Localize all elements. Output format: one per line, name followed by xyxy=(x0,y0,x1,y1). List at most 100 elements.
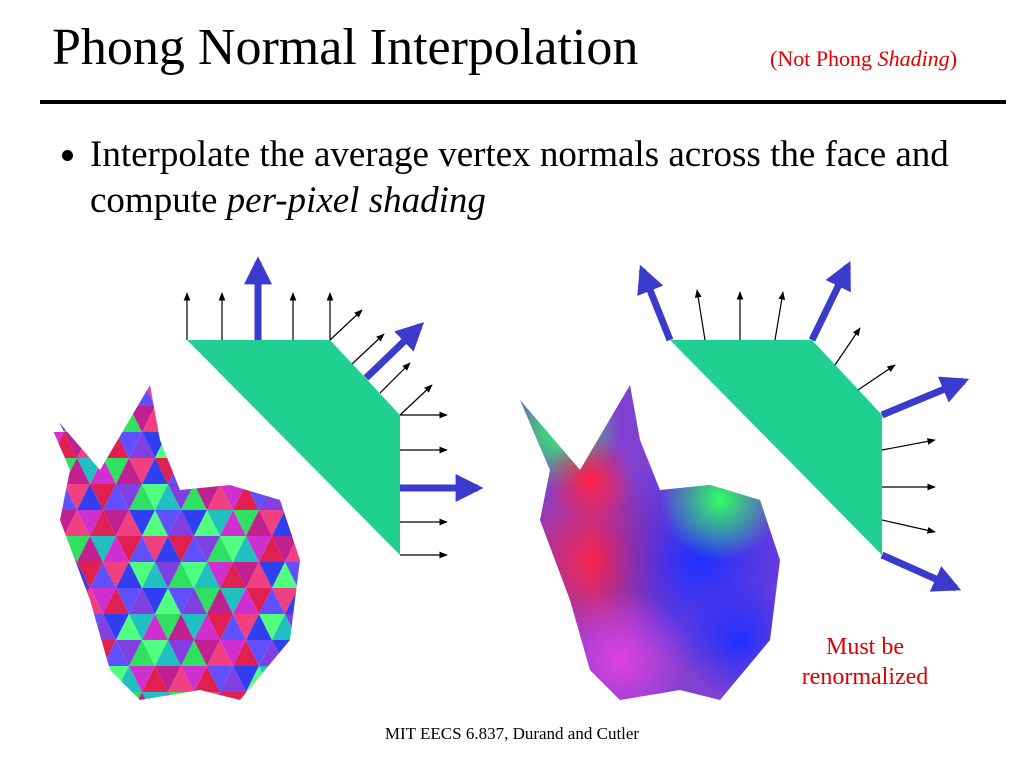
facet xyxy=(298,484,300,510)
facet xyxy=(246,510,272,536)
facet xyxy=(194,385,220,406)
facet xyxy=(259,510,285,536)
facet xyxy=(298,510,300,536)
facet xyxy=(311,536,337,562)
facet xyxy=(311,484,337,510)
facet xyxy=(168,510,194,536)
facet xyxy=(51,614,77,640)
bullet-emphasis: per-pixel shading xyxy=(226,180,486,221)
facet xyxy=(90,692,116,700)
facet xyxy=(207,510,233,536)
facet xyxy=(194,588,220,614)
facet xyxy=(129,432,155,458)
facet xyxy=(337,536,363,562)
facet xyxy=(285,640,300,666)
facet xyxy=(90,385,116,406)
facet xyxy=(40,588,64,614)
facet xyxy=(181,406,207,432)
facet xyxy=(207,406,233,432)
bullet-list: Interpolate the average vertex normals a… xyxy=(50,132,970,224)
facet xyxy=(103,562,129,588)
facet xyxy=(194,614,220,640)
facet xyxy=(40,536,64,562)
facet xyxy=(116,484,142,510)
facet xyxy=(64,588,90,614)
facet xyxy=(51,666,77,692)
facet xyxy=(324,640,350,666)
subtitle-suffix: ) xyxy=(949,46,958,71)
facet xyxy=(90,562,116,588)
facet xyxy=(116,614,142,640)
facet xyxy=(51,692,77,700)
facet xyxy=(220,458,246,484)
facet xyxy=(298,614,300,640)
facet xyxy=(207,385,233,406)
facet xyxy=(90,484,116,510)
facet xyxy=(272,458,298,484)
facet xyxy=(259,588,285,614)
facet xyxy=(259,458,285,484)
facet xyxy=(259,666,285,692)
facet xyxy=(272,692,298,700)
facet xyxy=(168,640,194,666)
facet xyxy=(155,536,181,562)
facet xyxy=(129,640,155,666)
facet xyxy=(142,458,168,484)
facet xyxy=(103,536,129,562)
facet xyxy=(181,484,207,510)
facet xyxy=(142,692,168,700)
facet xyxy=(103,692,129,700)
facet xyxy=(129,588,155,614)
facet xyxy=(142,510,168,536)
facet xyxy=(77,536,103,562)
facet xyxy=(40,692,64,700)
facet xyxy=(220,510,246,536)
subtitle-prefix: (Not Phong xyxy=(770,46,878,71)
facet xyxy=(64,666,90,692)
facet xyxy=(116,458,142,484)
annotation-line: Must be xyxy=(826,634,904,660)
phong-diagram xyxy=(637,260,970,592)
facet xyxy=(168,588,194,614)
facet xyxy=(142,666,168,692)
facet xyxy=(103,385,129,406)
facet xyxy=(298,536,300,562)
facet xyxy=(64,385,90,406)
facet xyxy=(207,562,233,588)
bullet-text: Interpolate the average vertex normals a… xyxy=(90,134,949,221)
facet xyxy=(40,640,64,666)
facet xyxy=(220,588,246,614)
facet xyxy=(168,484,194,510)
facet xyxy=(207,432,233,458)
facet xyxy=(246,588,272,614)
facet xyxy=(350,666,376,692)
facet xyxy=(116,588,142,614)
facet xyxy=(298,640,300,666)
facet xyxy=(220,432,246,458)
facet xyxy=(90,458,116,484)
facet xyxy=(77,484,103,510)
facet xyxy=(103,640,129,666)
facet xyxy=(155,640,181,666)
facet xyxy=(194,640,220,666)
facet xyxy=(324,510,350,536)
facet xyxy=(311,588,337,614)
facet xyxy=(311,562,337,588)
facet xyxy=(259,692,285,700)
facet xyxy=(194,484,220,510)
flat-diagram xyxy=(183,256,484,559)
facet xyxy=(155,614,181,640)
facet xyxy=(51,588,77,614)
facet xyxy=(64,484,90,510)
annotation: Must be renormalized xyxy=(780,632,950,692)
facet xyxy=(103,614,129,640)
facet xyxy=(233,562,259,588)
facet xyxy=(181,432,207,458)
facet xyxy=(246,692,272,700)
facet xyxy=(77,406,103,432)
facet xyxy=(77,640,103,666)
facet xyxy=(181,640,207,666)
facet xyxy=(207,666,233,692)
bullet: Interpolate the average vertex normals a… xyxy=(90,132,970,224)
facet xyxy=(233,588,259,614)
